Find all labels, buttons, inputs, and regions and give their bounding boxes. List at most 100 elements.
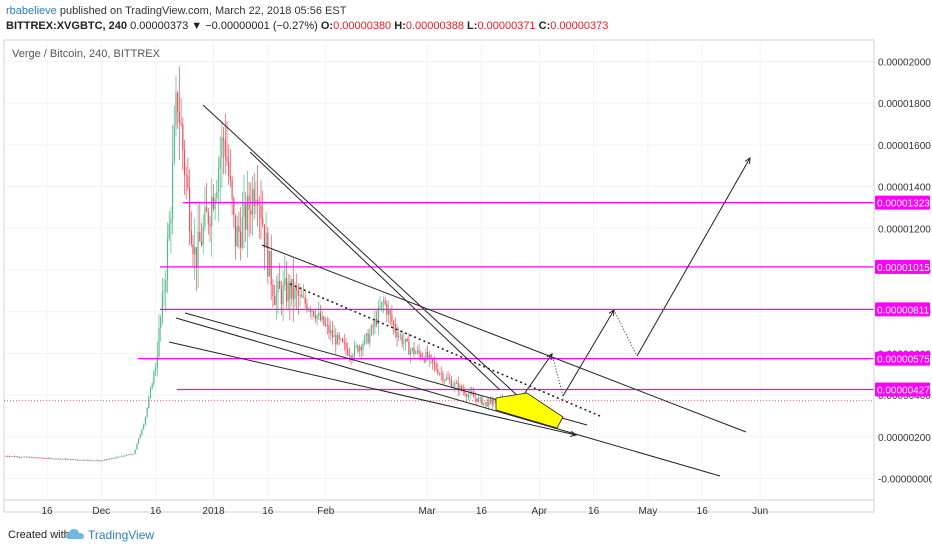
candle-body [314, 315, 316, 320]
candle-body [141, 429, 143, 435]
candle-body [274, 296, 276, 305]
candle-body [359, 346, 361, 352]
price-levels [4, 202, 874, 402]
candle-body [442, 373, 444, 381]
candle-body [279, 280, 281, 289]
dotted-trend-line [289, 283, 601, 417]
candle-body [449, 379, 451, 381]
candle-body [143, 424, 145, 430]
time-tick-label: May [638, 506, 657, 517]
candle-body [226, 156, 228, 162]
candle-body [216, 191, 218, 199]
candle-body [342, 338, 344, 342]
candle-body [61, 458, 63, 460]
candle-body [202, 226, 204, 246]
candle-body [486, 402, 488, 407]
candle-body [81, 459, 84, 461]
price-tick-label: 0.00001400 [878, 183, 931, 194]
arrowhead-1 [546, 353, 553, 361]
candle-body [245, 202, 247, 230]
candle-body [95, 460, 97, 462]
price-tick-label: 0.00000400 [878, 391, 931, 402]
candle-body [330, 330, 332, 334]
price-tick-label: 0.00001600 [878, 141, 931, 152]
candle-body [127, 454, 129, 456]
candle-body [454, 383, 456, 386]
candle-body [483, 402, 485, 405]
candle-body [285, 278, 288, 302]
candle-body [30, 457, 33, 458]
close-value: 0.00000373 [550, 20, 609, 32]
candle-body [163, 291, 165, 293]
candle-body [22, 456, 24, 458]
drawings [168, 104, 751, 477]
candle-body [376, 319, 378, 325]
author-link[interactable]: rbabelieve [6, 5, 57, 17]
candle-body [398, 335, 400, 338]
candle-body [64, 458, 67, 460]
candle-body [464, 391, 466, 395]
candle-body [425, 351, 427, 362]
time-tick-label: Apr [532, 506, 548, 517]
candle-body [172, 161, 174, 220]
candle-body [423, 358, 425, 362]
price-level-label: 0.00000811 [877, 305, 930, 316]
candle-body [260, 205, 262, 219]
highlight-box [495, 392, 564, 429]
candle-body [7, 455, 9, 457]
candle-body [343, 341, 345, 344]
candle-body [466, 394, 468, 397]
candle-body [76, 459, 78, 461]
candle-body [444, 379, 446, 381]
candle-body [146, 407, 148, 418]
candle-body [136, 443, 138, 450]
price-chart[interactable]: Verge / Bitcoin, 240, BITTREX 0.00002000… [0, 0, 932, 520]
candle-body [268, 250, 271, 277]
candle-body [10, 456, 12, 458]
candle-body [352, 356, 354, 359]
candle-body [326, 324, 328, 326]
candle-body [37, 457, 39, 459]
candle-body [234, 214, 237, 247]
candle-body [318, 312, 320, 316]
candle-body [325, 324, 327, 326]
projection-up-1 [519, 353, 553, 401]
candle-body [153, 371, 155, 384]
candle-body [440, 373, 442, 375]
tradingview-logo[interactable]: TradingView [88, 528, 155, 542]
candle-body [282, 285, 284, 305]
candle-body [394, 325, 396, 333]
candle-body [277, 280, 279, 293]
time-tick-label: 16 [262, 506, 274, 517]
candle-body [54, 458, 56, 460]
candle-body [319, 312, 322, 320]
candle-body [415, 352, 417, 354]
projection-up-2 [562, 309, 615, 397]
candle-body [333, 335, 335, 338]
price-level-labels: 0.00001323 0.00001015 0.00000811 0.00000575… [875, 195, 930, 397]
candle-body [155, 367, 157, 372]
candle-body [217, 168, 220, 192]
price-level-label: 0.00000427 [877, 385, 930, 396]
candle-body [180, 122, 182, 125]
price-level-tag [875, 195, 930, 210]
candle-body [83, 460, 85, 461]
candle-body [182, 124, 184, 150]
time-axis[interactable]: 16 Dec 16 2018 16 Feb Mar 16 Apr 16 May 16 Jun [41, 506, 768, 517]
candle-body [384, 300, 386, 304]
candle-body [189, 187, 191, 231]
candle-body [347, 349, 349, 355]
candle-body [369, 334, 371, 344]
candle-body [389, 310, 391, 315]
channel-line-inner [168, 341, 577, 436]
price-level-tag [875, 259, 930, 274]
candle-body [59, 458, 61, 460]
candle-body [289, 282, 291, 299]
candle-body [51, 458, 53, 459]
candle-body [24, 456, 26, 458]
time-tick-label: 16 [41, 506, 53, 517]
price-level-tag [875, 351, 930, 366]
candle-body [364, 336, 366, 345]
open-label: O: [320, 20, 334, 32]
candle-body [214, 198, 216, 209]
